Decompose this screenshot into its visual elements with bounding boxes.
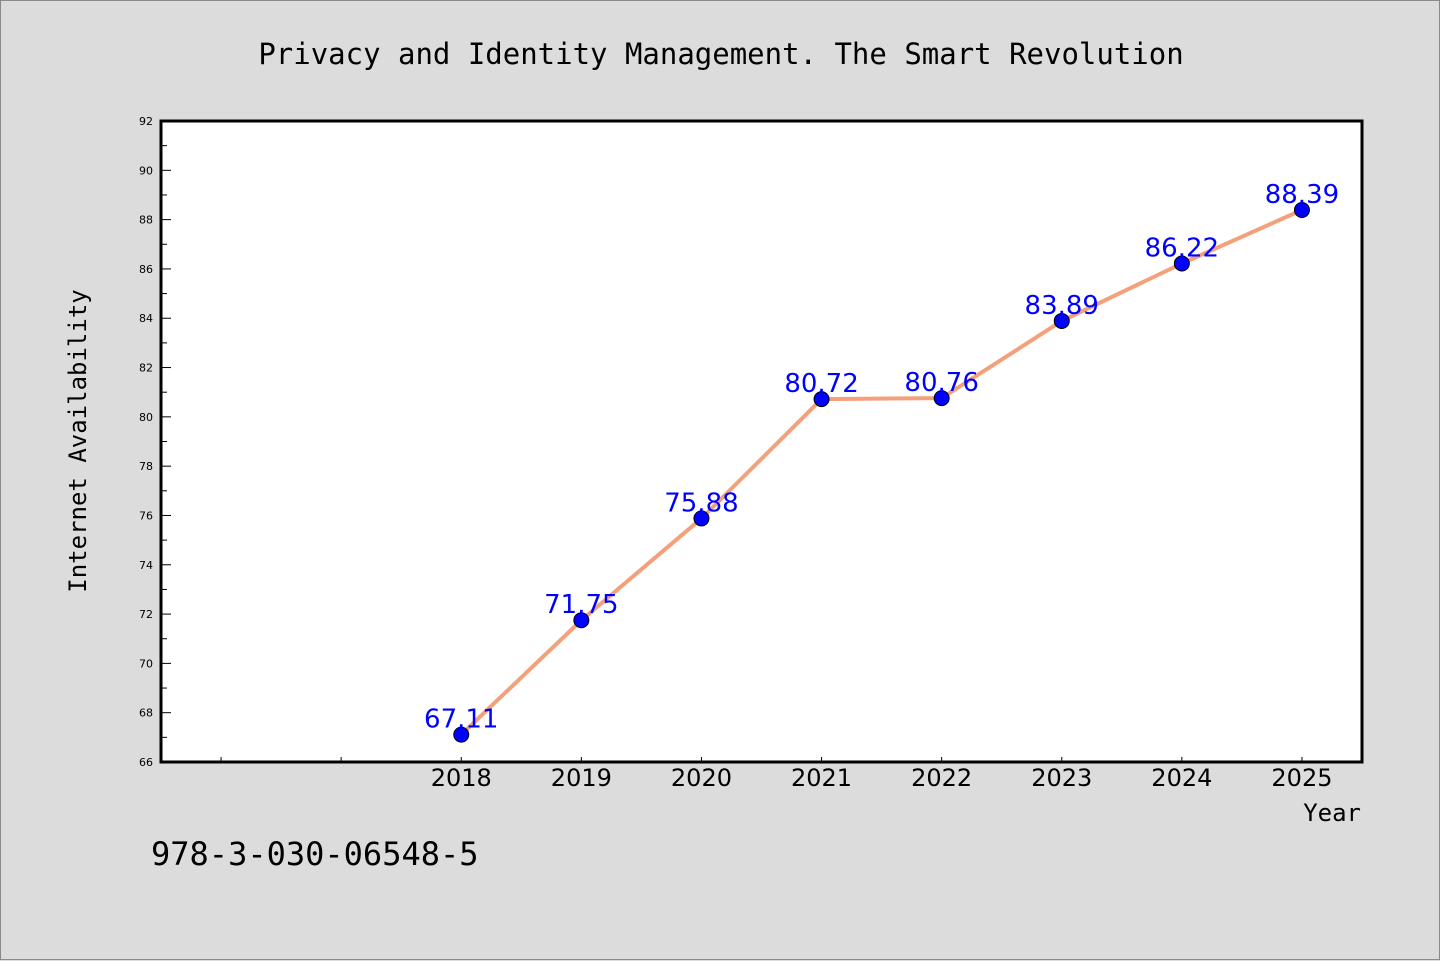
data-point [453, 726, 470, 743]
plot-area [159, 119, 1364, 764]
data-label: 80.72 [784, 369, 858, 399]
x-axis-label: Year [1303, 799, 1361, 827]
x-tick-label: 2020 [671, 764, 732, 792]
x-tick-label: 2022 [911, 764, 972, 792]
x-tick-label: 2018 [431, 764, 492, 792]
data-label: 86.22 [1145, 233, 1219, 263]
data-point [1053, 312, 1070, 329]
data-label: 75.88 [664, 488, 738, 518]
y-tick-label: 88 [139, 214, 153, 227]
y-tick-label: 90 [139, 164, 153, 177]
data-label: 71.75 [544, 590, 618, 620]
data-point [933, 390, 950, 407]
data-point [813, 391, 830, 408]
data-series: 67.11 71.75 75.88 80.72 80.76 83.89 86.22 88.39 [424, 180, 1339, 743]
x-tick-label: 2019 [551, 764, 612, 792]
y-tick-label: 78 [139, 460, 153, 473]
data-point [693, 510, 710, 527]
y-tick-label: 82 [139, 362, 153, 375]
data-label: 67.11 [424, 705, 498, 735]
y-tick-label: 86 [139, 263, 153, 276]
y-tick-label: 70 [139, 657, 153, 670]
data-label: 80.76 [904, 368, 978, 398]
y-axis: 66 68 70 72 74 76 78 80 82 84 86 88 90 92 [139, 115, 171, 769]
y-tick-label: 92 [139, 115, 153, 128]
data-point [573, 612, 590, 629]
y-tick-label: 84 [139, 312, 153, 325]
data-point [1173, 255, 1190, 272]
y-tick-label: 76 [139, 509, 153, 522]
x-tick-label: 2025 [1271, 764, 1332, 792]
y-axis-label: Internet Availability [64, 289, 92, 592]
x-tick-label: 2021 [791, 764, 852, 792]
chart-title: Privacy and Identity Management. The Sma… [258, 37, 1183, 71]
y-tick-label: 80 [139, 411, 153, 424]
x-tick-label: 2023 [1031, 764, 1092, 792]
y-tick-label: 68 [139, 707, 153, 720]
y-tick-label: 74 [139, 559, 153, 572]
y-tick-label: 66 [139, 756, 153, 769]
data-point [1293, 202, 1310, 219]
y-tick-label: 72 [139, 608, 153, 621]
data-label: 83.89 [1025, 291, 1099, 321]
isbn-footer: 978-3-030-06548-5 [151, 835, 479, 873]
x-axis: 2018 2019 2020 2021 2022 2023 2024 2025 [220, 757, 1332, 792]
series-line [459, 208, 1303, 737]
x-tick-label: 2024 [1151, 764, 1212, 792]
data-label: 88.39 [1265, 180, 1339, 210]
